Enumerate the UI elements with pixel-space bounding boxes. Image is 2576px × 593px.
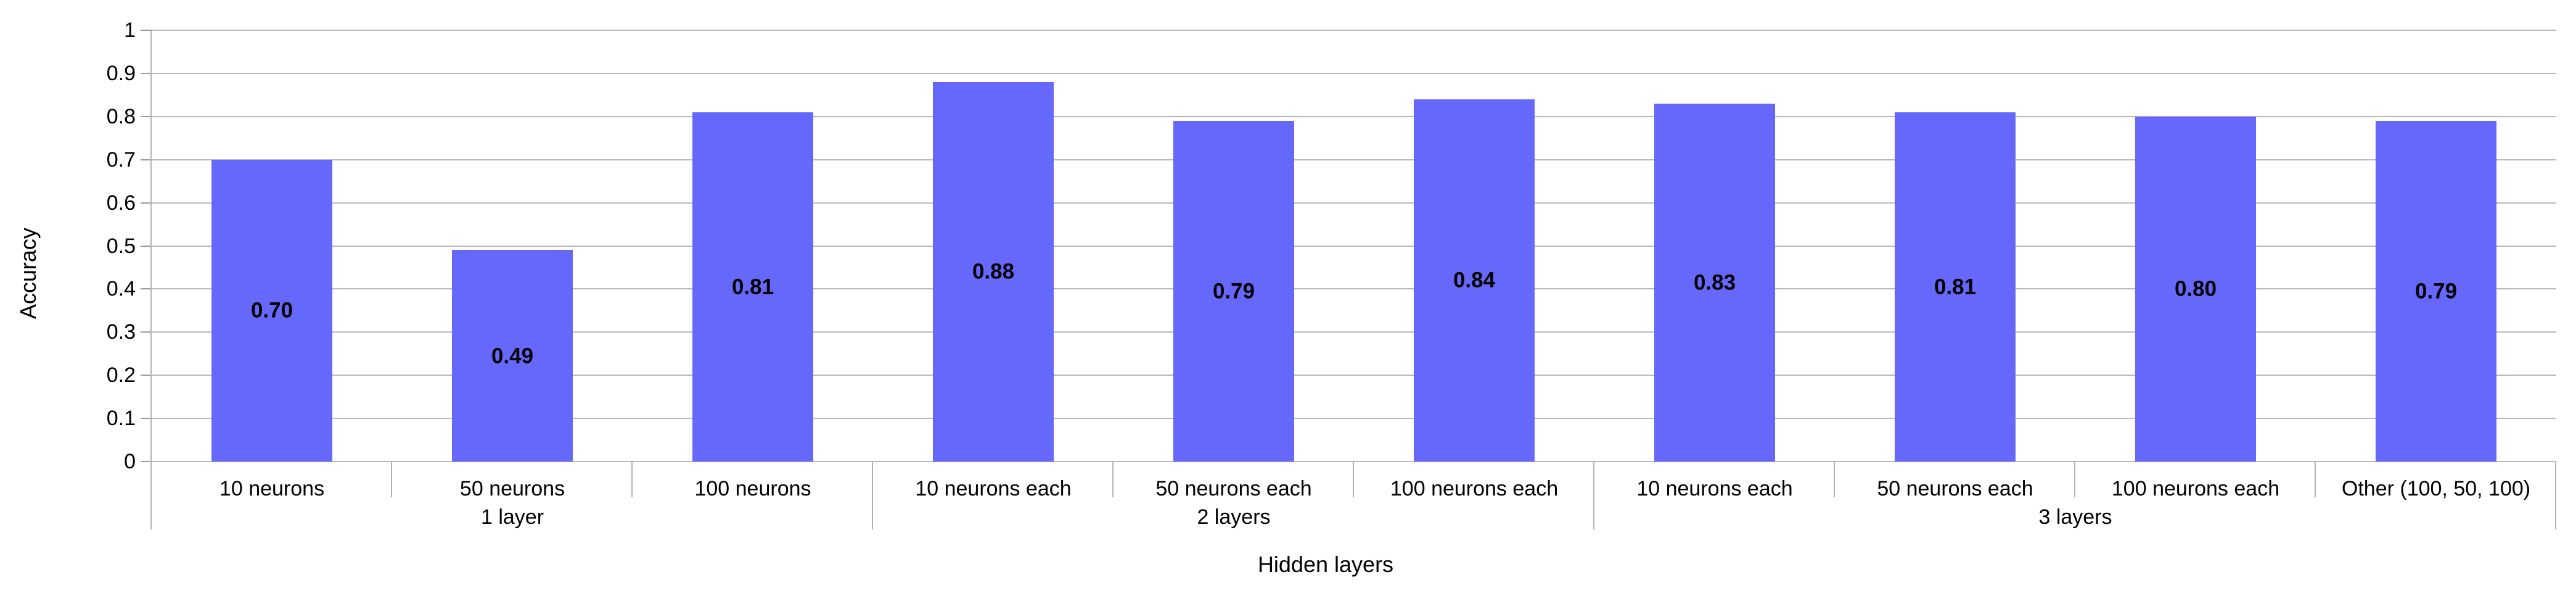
y-gridline — [152, 288, 2556, 290]
bar-value-label: 0.70 — [250, 298, 293, 323]
group-label: 1 layer — [480, 505, 544, 529]
y-tick-label: 0.8 — [106, 104, 136, 128]
y-gridline — [152, 159, 2556, 160]
y-tick-label: 0.2 — [106, 363, 136, 388]
bar-value-label: 0.79 — [1212, 279, 1255, 304]
bar — [2376, 120, 2496, 462]
group-separator — [2555, 462, 2556, 529]
category-label: 50 neurons each — [1877, 477, 2033, 500]
bar-value-label: 0.79 — [2414, 279, 2458, 304]
category-separator — [2315, 462, 2316, 497]
bar — [1173, 120, 1294, 462]
y-gridline — [152, 331, 2556, 333]
y-gridline — [152, 418, 2556, 420]
category-separator — [2074, 462, 2075, 497]
y-axis-line — [150, 30, 152, 529]
category-label: 10 neurons each — [915, 477, 1072, 500]
y-gridline — [152, 30, 2556, 31]
bar — [211, 159, 332, 462]
bar-value-label: 0.83 — [1693, 270, 1736, 295]
y-axis-tick — [141, 159, 152, 160]
y-tick-label: 0.4 — [106, 277, 136, 301]
y-axis-tick — [141, 115, 152, 117]
y-axis-tick — [141, 375, 152, 376]
y-tick-label: 0 — [124, 450, 136, 473]
bar — [1895, 112, 2016, 462]
y-axis-tick — [141, 202, 152, 204]
bar-value-label: 0.49 — [491, 344, 534, 368]
category-separator — [1112, 462, 1114, 497]
category-label: 50 neurons each — [1155, 477, 1312, 500]
bar-value-label: 0.81 — [731, 275, 774, 299]
category-label: Other (100, 50, 100) — [2341, 477, 2531, 500]
bar-value-label: 0.81 — [1934, 275, 1977, 299]
y-gridline — [152, 461, 2556, 462]
y-tick-label: 0.3 — [106, 320, 136, 344]
y-tick-label: 0.7 — [106, 147, 136, 172]
y-gridline — [152, 72, 2556, 74]
bar-value-label: 0.80 — [2174, 276, 2217, 301]
y-axis-tick — [141, 461, 152, 462]
category-label: 10 neurons — [219, 477, 325, 500]
y-axis-tick — [141, 418, 152, 420]
bar-value-label: 0.84 — [1453, 268, 1496, 292]
y-tick-label: 0.9 — [106, 61, 136, 85]
y-tick-label: 1 — [124, 19, 136, 42]
bar — [1414, 99, 1535, 462]
x-axis-title: Hidden layers — [1257, 552, 1394, 577]
y-tick-label: 0.1 — [106, 407, 136, 431]
y-axis-tick — [141, 288, 152, 290]
bar — [1654, 103, 1775, 462]
y-gridline — [152, 245, 2556, 247]
y-gridline — [152, 202, 2556, 204]
y-axis-tick — [141, 72, 152, 74]
y-gridline — [152, 115, 2556, 117]
bar — [2135, 116, 2256, 462]
bar — [452, 250, 573, 462]
category-label: 10 neurons each — [1636, 477, 1793, 500]
bar — [692, 112, 813, 462]
category-label: 100 neurons — [694, 477, 811, 500]
category-separator — [1353, 462, 1354, 497]
group-separator — [872, 462, 873, 529]
bar — [933, 81, 1054, 462]
category-label: 50 neurons — [459, 477, 565, 500]
category-label: 100 neurons each — [1390, 477, 1559, 500]
group-label: 2 layers — [1197, 505, 1271, 529]
bar-value-label: 0.88 — [972, 259, 1015, 284]
y-axis-tick — [141, 331, 152, 333]
category-separator — [391, 462, 392, 497]
category-separator — [631, 462, 633, 497]
y-gridline — [152, 375, 2556, 376]
y-axis-title: Accuracy — [15, 227, 41, 320]
y-axis-tick — [141, 245, 152, 247]
category-separator — [1834, 462, 1835, 497]
category-label: 100 neurons each — [2111, 477, 2280, 500]
group-separator — [1593, 462, 1594, 529]
group-label: 3 layers — [2038, 505, 2112, 529]
y-tick-label: 0.6 — [106, 191, 136, 215]
y-tick-label: 0.5 — [106, 234, 136, 258]
y-axis-tick — [141, 30, 152, 31]
